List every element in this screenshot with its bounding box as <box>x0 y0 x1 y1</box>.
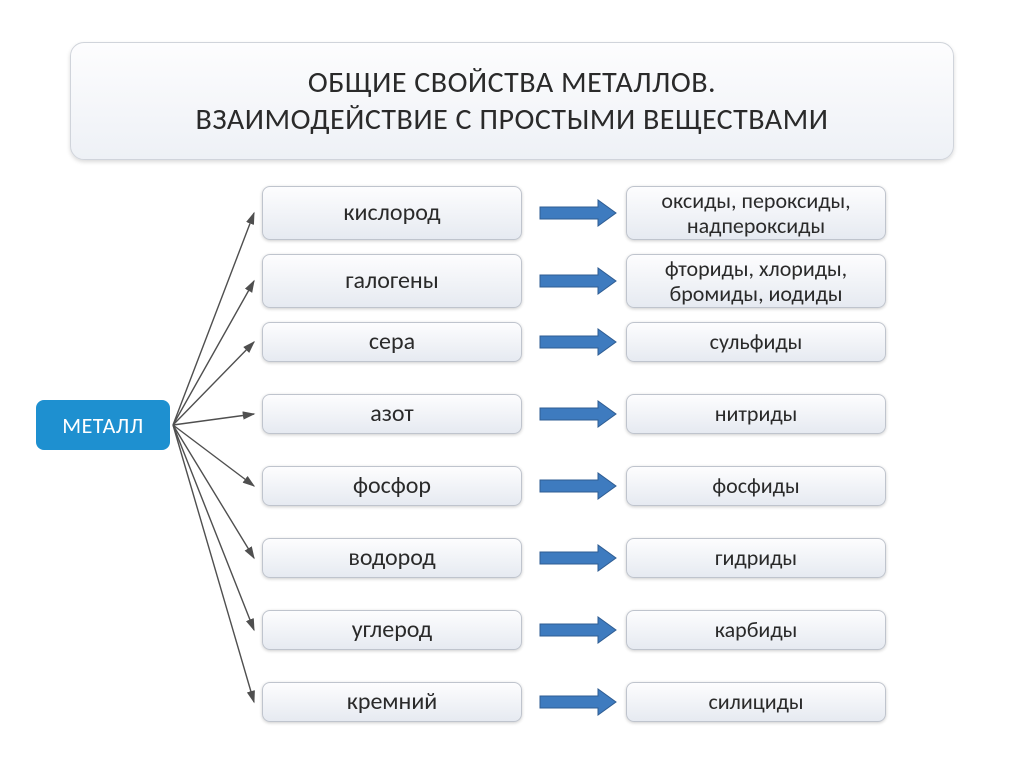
reagent-box: галогены <box>262 254 522 308</box>
product-box: гидриды <box>626 538 886 578</box>
product-box: фториды, хлориды, бромиды, иодиды <box>626 254 886 308</box>
root-edge <box>173 213 254 425</box>
product-box: сульфиды <box>626 322 886 362</box>
product-arrow-icon <box>540 200 616 226</box>
root-edge <box>173 425 254 702</box>
reagent-box: сера <box>262 322 522 362</box>
root-edge <box>173 425 254 558</box>
product-box: фосфиды <box>626 466 886 506</box>
root-edge <box>173 425 254 486</box>
root-edges-group <box>173 213 254 702</box>
root-edge <box>173 342 254 425</box>
product-arrow-icon <box>540 617 616 643</box>
product-arrow-icon <box>540 329 616 355</box>
product-box: оксиды, пероксиды, надпероксиды <box>626 186 886 240</box>
product-box: карбиды <box>626 610 886 650</box>
product-arrow-icon <box>540 689 616 715</box>
diagram-title: ОБЩИЕ СВОЙСТВА МЕТАЛЛОВ.ВЗАИМОДЕЙСТВИЕ С… <box>70 42 954 160</box>
reagent-box: кремний <box>262 682 522 722</box>
reagent-box: водород <box>262 538 522 578</box>
product-box: силициды <box>626 682 886 722</box>
product-arrow-icon <box>540 268 616 294</box>
product-arrows-group <box>540 200 616 715</box>
reagent-box: кислород <box>262 186 522 240</box>
product-arrow-icon <box>540 545 616 571</box>
reagent-box: углерод <box>262 610 522 650</box>
product-arrow-icon <box>540 401 616 427</box>
root-node-metal: МЕТАЛЛ <box>36 400 170 450</box>
product-arrow-icon <box>540 473 616 499</box>
reagent-box: азот <box>262 394 522 434</box>
product-box: нитриды <box>626 394 886 434</box>
reagent-box: фосфор <box>262 466 522 506</box>
root-edge <box>173 425 254 630</box>
root-edge <box>173 281 254 425</box>
root-edge <box>173 414 254 425</box>
